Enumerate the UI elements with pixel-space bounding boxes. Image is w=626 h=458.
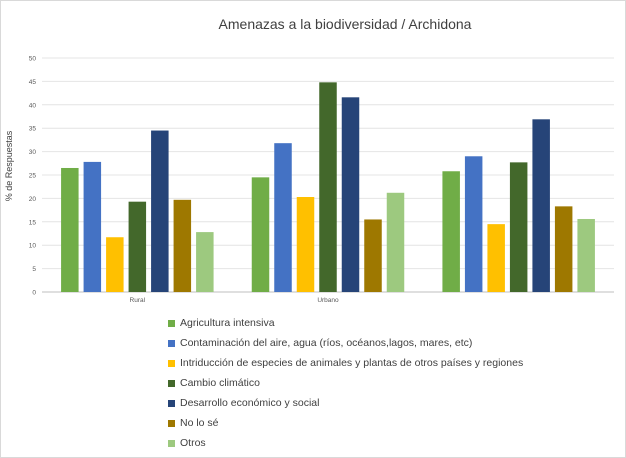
legend-item: Contaminación del aire, agua (ríos, océa… <box>168 333 523 353</box>
legend-label: Desarrollo económico y social <box>180 397 320 409</box>
legend-swatch <box>168 359 175 367</box>
legend-label: Contaminación del aire, agua (ríos, océa… <box>180 337 473 349</box>
y-tick-label: 35 <box>29 126 37 133</box>
legend-swatch <box>168 339 175 347</box>
bar <box>487 224 505 292</box>
bar <box>509 162 528 292</box>
bar <box>251 177 270 292</box>
legend-label: Otros <box>180 437 206 449</box>
y-tick-label: 20 <box>29 196 37 203</box>
bar <box>196 232 214 292</box>
bar <box>442 171 460 292</box>
bar <box>364 219 382 292</box>
bar <box>128 201 147 292</box>
bar <box>386 192 405 292</box>
legend-label: No lo sé <box>180 417 219 429</box>
legend: Agricultura intensiva Contaminación del a… <box>168 313 523 453</box>
legend-swatch <box>168 439 175 447</box>
y-tick-label: 5 <box>32 266 36 273</box>
x-tick-label: Urbano <box>317 297 339 304</box>
chart-title: Amenazas a la biodiversidad / Archidona <box>219 16 472 32</box>
legend-item: Desarrollo económico y social <box>168 393 523 413</box>
legend-label: Agricultura intensiva <box>180 317 275 329</box>
x-tick-label: Rural <box>130 297 146 304</box>
y-tick-label: 0 <box>32 290 36 297</box>
bar <box>532 119 550 292</box>
y-tick-label: 10 <box>29 243 37 250</box>
legend-swatch <box>168 419 175 427</box>
bar <box>554 206 573 292</box>
bar <box>106 237 124 292</box>
axis-ticks: 0 5 10 15 20 25 30 35 40 45 50 Rural Urbano <box>29 56 339 305</box>
bar <box>83 161 102 292</box>
bar <box>296 197 315 292</box>
bar <box>577 218 595 292</box>
bar <box>464 156 483 292</box>
bar <box>274 143 292 292</box>
bars <box>61 82 595 292</box>
bar <box>341 97 360 292</box>
legend-item: Agricultura intensiva <box>168 313 523 333</box>
y-tick-label: 15 <box>29 219 37 226</box>
legend-label: Cambio climático <box>180 377 260 389</box>
bar <box>319 82 337 292</box>
bar <box>61 167 79 292</box>
bar <box>151 130 169 292</box>
y-tick-label: 25 <box>29 173 37 180</box>
y-tick-label: 50 <box>29 56 37 63</box>
bar <box>173 199 192 292</box>
legend-item: No lo sé <box>168 413 523 433</box>
y-tick-label: 30 <box>29 149 37 156</box>
legend-item: Intriducción de especies de animales y p… <box>168 353 523 373</box>
y-axis-label: % de Respuestas <box>4 130 14 201</box>
y-tick-label: 40 <box>29 102 37 109</box>
legend-swatch <box>168 319 175 327</box>
y-tick-label: 45 <box>29 79 37 86</box>
legend-swatch <box>168 399 175 407</box>
legend-item: Cambio climático <box>168 373 523 393</box>
legend-label: Intriducción de especies de animales y p… <box>180 357 524 369</box>
legend-swatch <box>168 379 175 387</box>
legend-item: Otros <box>168 433 523 453</box>
